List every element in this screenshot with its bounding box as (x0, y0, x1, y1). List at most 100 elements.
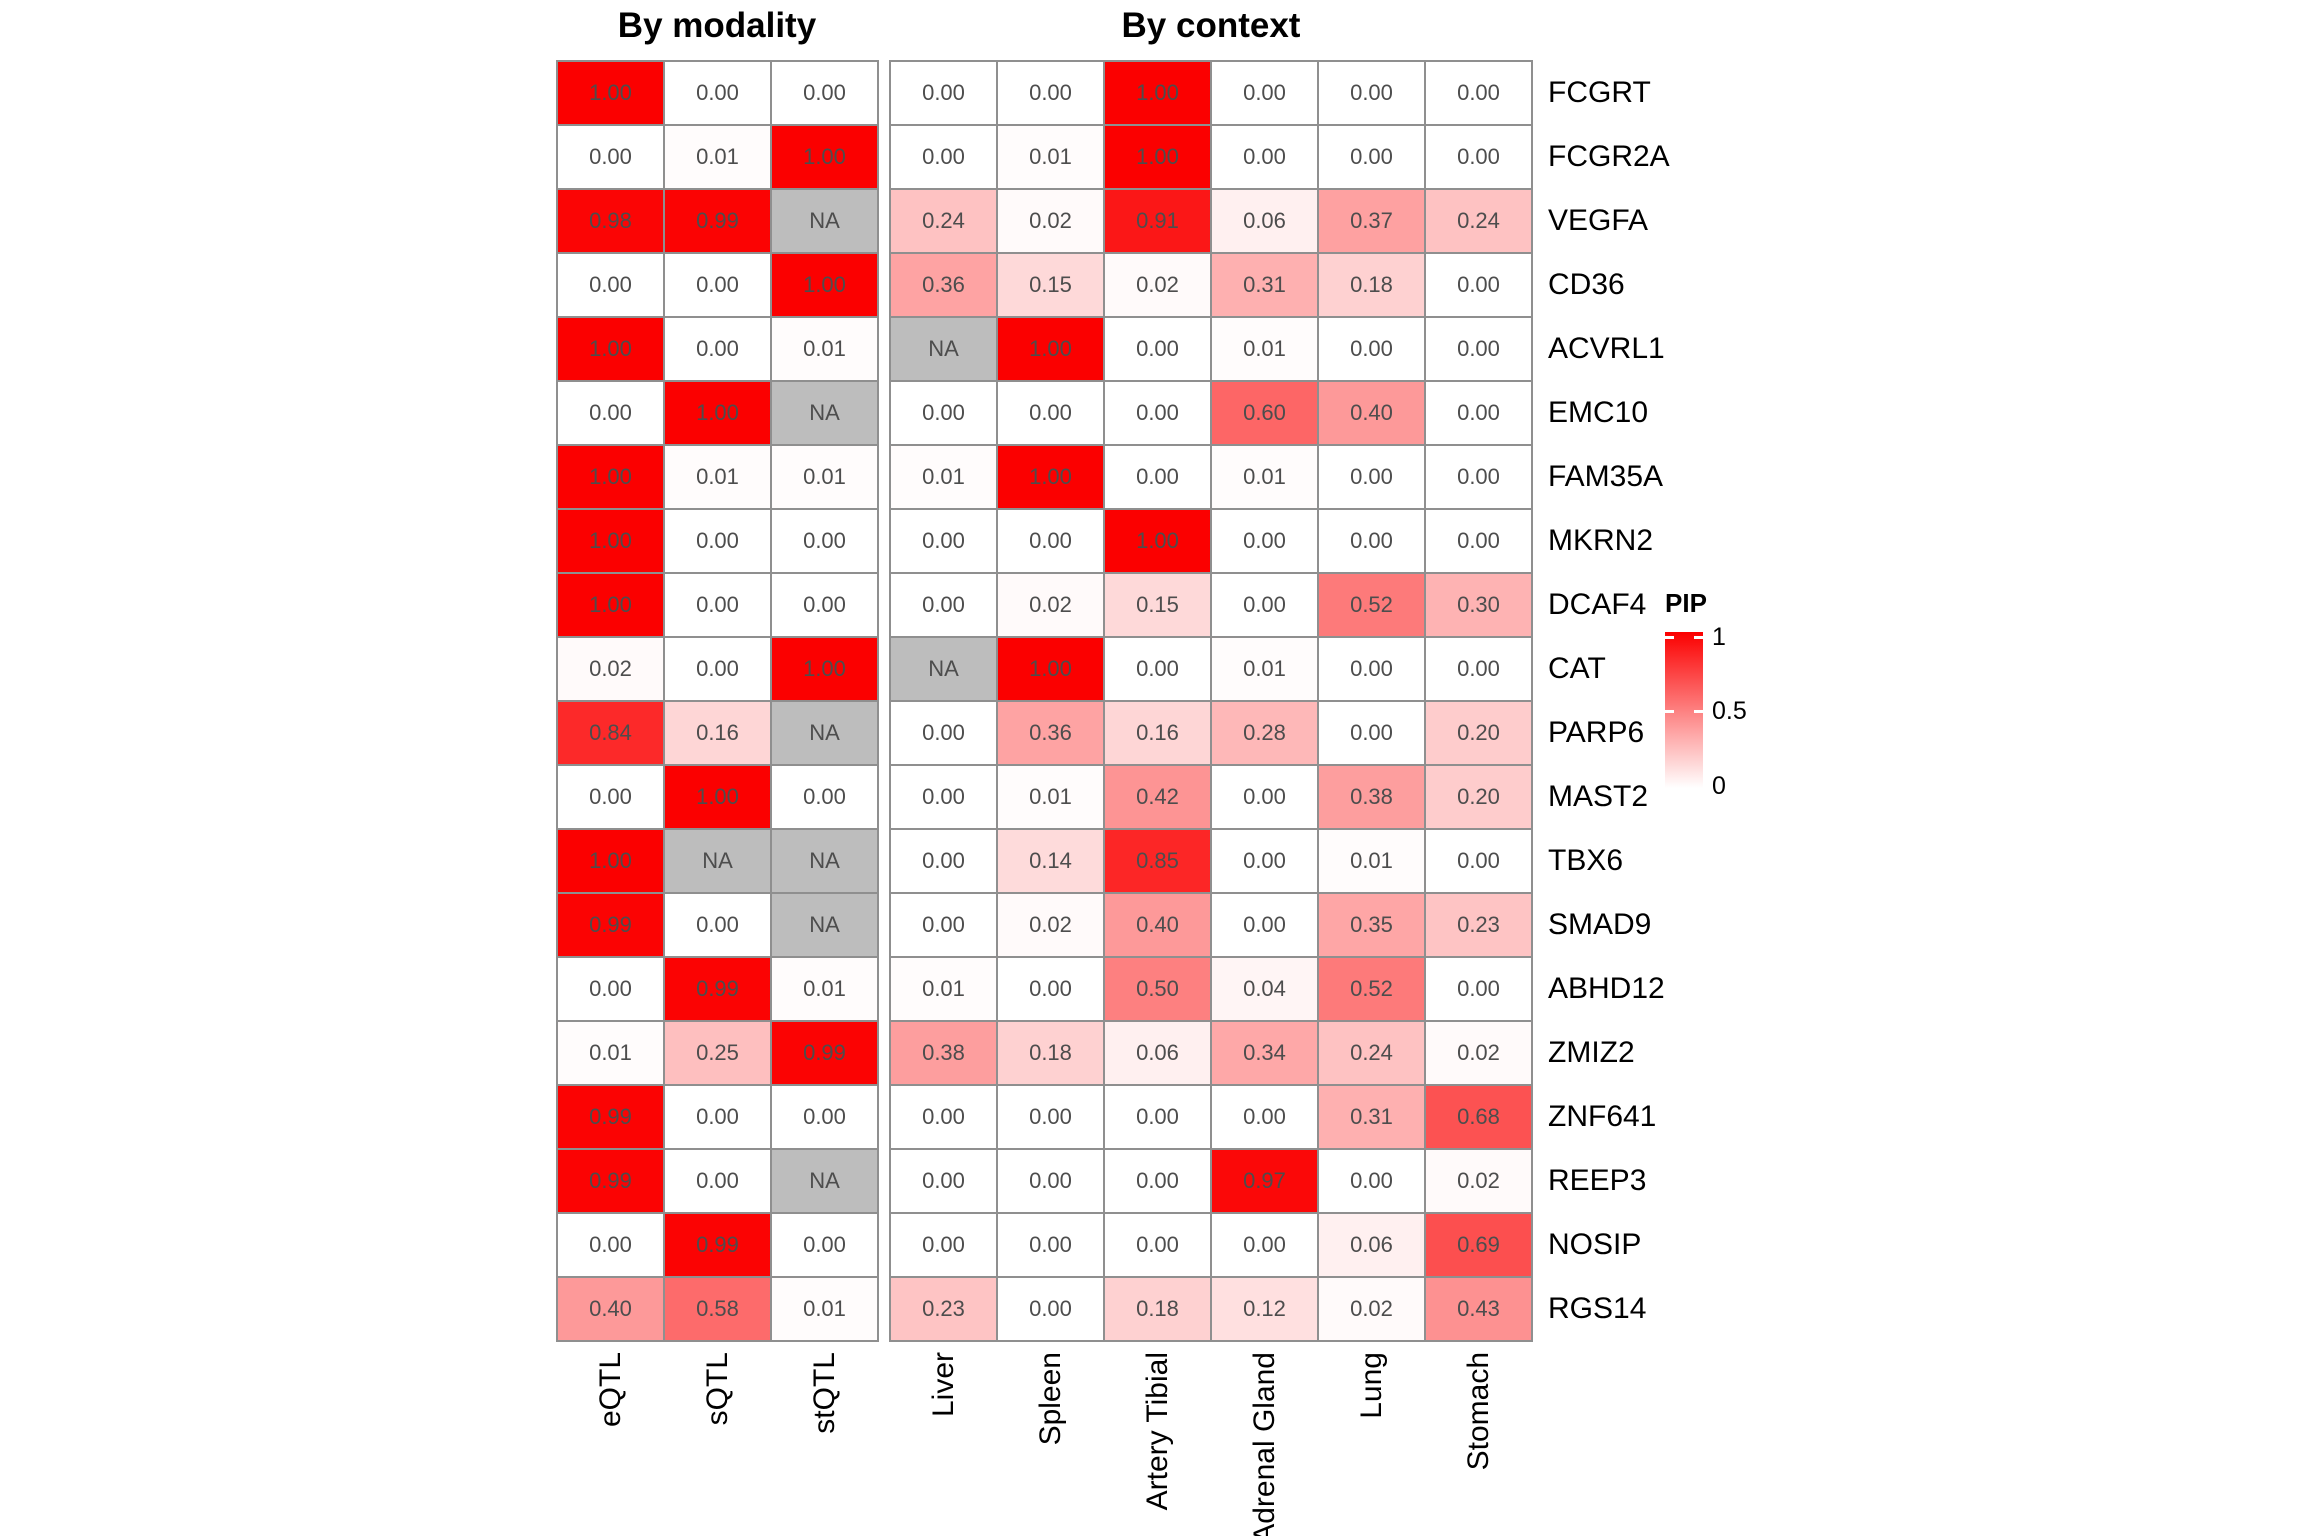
legend-gradient-bar (1665, 632, 1703, 788)
gene-label: EMC10 (1548, 396, 1649, 429)
heatmap-cell: 0.01 (998, 766, 1103, 828)
heatmap-cell: 0.00 (1426, 254, 1531, 316)
heatmap-cell: 0.23 (891, 1278, 996, 1340)
heatmap-cell: 0.00 (772, 1086, 877, 1148)
heatmap-cell: 0.02 (1426, 1022, 1531, 1084)
heatmap-cell: 0.06 (1212, 190, 1317, 252)
heatmap-cell: 0.00 (665, 62, 770, 124)
heatmap-cell: 0.00 (998, 1086, 1103, 1148)
gene-label: TBX6 (1548, 844, 1624, 877)
legend-tick-mark (1665, 636, 1674, 639)
heatmap-cell: 0.00 (1212, 510, 1317, 572)
heatmap-cell: 0.01 (665, 446, 770, 508)
heatmap-cell: 0.00 (1319, 702, 1424, 764)
heatmap-cell: 0.20 (1426, 766, 1531, 828)
heatmap-cell: 0.00 (891, 1214, 996, 1276)
gene-label: ZMIZ2 (1548, 1036, 1635, 1069)
heatmap-cell: 0.14 (998, 830, 1103, 892)
heatmap-cell: 0.00 (998, 1150, 1103, 1212)
heatmap-cell: 0.00 (665, 638, 770, 700)
heatmap-cell: 0.00 (891, 126, 996, 188)
heatmap-cell: 0.06 (1319, 1214, 1424, 1276)
heatmap-cell: 0.01 (772, 958, 877, 1020)
heatmap-cell: 0.00 (1319, 446, 1424, 508)
heatmap-cell: 0.42 (1105, 766, 1210, 828)
heatmap-cell: 0.68 (1426, 1086, 1531, 1148)
heatmap-cell: 0.00 (1105, 1086, 1210, 1148)
heatmap-cell: 0.98 (558, 190, 663, 252)
heatmap-cell: 0.00 (665, 254, 770, 316)
heatmap-cell: 0.99 (558, 1086, 663, 1148)
heatmap-cell: 0.01 (558, 1022, 663, 1084)
heatmap-cell: 0.02 (558, 638, 663, 700)
heatmap-cell: NA (772, 894, 877, 956)
gene-label: NOSIP (1548, 1228, 1642, 1261)
gene-label: ABHD12 (1548, 972, 1665, 1005)
heatmap-cell: 0.99 (772, 1022, 877, 1084)
heatmap-cell: 0.01 (1212, 318, 1317, 380)
heatmap-cell: 1.00 (558, 574, 663, 636)
heatmap-cell: 1.00 (772, 638, 877, 700)
legend-tick-label: 0 (1712, 772, 1726, 800)
column-label: Liver (926, 1352, 960, 1418)
heatmap-cell: 1.00 (998, 318, 1103, 380)
heatmap-cell: 0.00 (1319, 126, 1424, 188)
heatmap-cell: NA (772, 1150, 877, 1212)
heatmap-cell: 0.30 (1426, 574, 1531, 636)
panel-title-modality: By modality (617, 6, 817, 45)
heatmap-cell: 0.00 (1319, 318, 1424, 380)
heatmap-cell: 0.25 (665, 1022, 770, 1084)
heatmap-cell: 0.31 (1212, 254, 1317, 316)
heatmap-cell: 0.00 (772, 510, 877, 572)
gene-label: ZNF641 (1548, 1100, 1657, 1133)
heatmap-cell: 0.00 (772, 1214, 877, 1276)
heatmap-cell: 0.00 (1105, 318, 1210, 380)
heatmap-cell: 0.00 (772, 62, 877, 124)
heatmap-cell: 0.43 (1426, 1278, 1531, 1340)
heatmap-cell: NA (772, 190, 877, 252)
heatmap-cell: 0.00 (1319, 1150, 1424, 1212)
heatmap-cell: 0.00 (665, 894, 770, 956)
heatmap-cell: 1.00 (998, 446, 1103, 508)
heatmap-cell: 0.52 (1319, 574, 1424, 636)
heatmap-cell: 0.24 (1426, 190, 1531, 252)
heatmap-cell: 0.00 (665, 510, 770, 572)
heatmap-cell: 0.01 (772, 446, 877, 508)
heatmap-cell: 0.00 (1212, 1214, 1317, 1276)
heatmap-cell: 0.38 (1319, 766, 1424, 828)
heatmap-cell: 0.00 (891, 702, 996, 764)
heatmap-cell: 0.00 (1105, 638, 1210, 700)
legend-pip: PIP 1 0.5 0 (1650, 588, 1830, 848)
heatmap-cell: 0.00 (891, 766, 996, 828)
legend-tick-mark (1694, 636, 1703, 639)
heatmap-cell: 0.06 (1105, 1022, 1210, 1084)
heatmap-cell: 0.37 (1319, 190, 1424, 252)
column-label: Adrenal Gland (1247, 1352, 1281, 1536)
heatmap-cell: 0.00 (1319, 62, 1424, 124)
heatmap-cell: 0.69 (1426, 1214, 1531, 1276)
heatmap-cell: 0.12 (1212, 1278, 1317, 1340)
heatmap-cell: 0.00 (558, 382, 663, 444)
heatmap-cell: 0.00 (891, 894, 996, 956)
heatmap-cell: 0.00 (1426, 318, 1531, 380)
heatmap-cell: 0.00 (1105, 446, 1210, 508)
heatmap-cell: 0.99 (558, 894, 663, 956)
heatmap-cell: 0.84 (558, 702, 663, 764)
heatmap-cell: 0.02 (1319, 1278, 1424, 1340)
heatmap-cell: 0.00 (998, 62, 1103, 124)
heatmap-cell: NA (891, 318, 996, 380)
heatmap-cell: 0.18 (1319, 254, 1424, 316)
gene-label: FCGR2A (1548, 140, 1670, 173)
column-label: Stomach (1461, 1352, 1495, 1471)
heatmap-cell: NA (891, 638, 996, 700)
gene-label: RGS14 (1548, 1292, 1647, 1325)
heatmap-cell: 0.34 (1212, 1022, 1317, 1084)
legend-tick-mark (1694, 710, 1703, 713)
gene-label: REEP3 (1548, 1164, 1647, 1197)
heatmap-cell: 0.99 (665, 958, 770, 1020)
heatmap-cell: 0.00 (1212, 62, 1317, 124)
heatmap-cell: 1.00 (1105, 62, 1210, 124)
heatmap-cell: 0.00 (1426, 510, 1531, 572)
heatmap-cell: 0.99 (665, 190, 770, 252)
heatmap-cell: 0.99 (558, 1150, 663, 1212)
